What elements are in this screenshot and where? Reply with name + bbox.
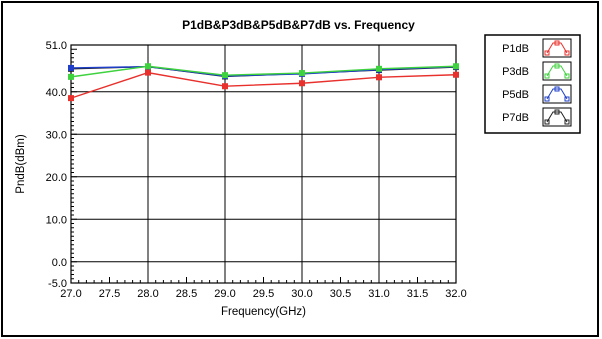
x-tick-label: 30.0 (291, 288, 312, 300)
data-point-p3db (68, 73, 74, 80)
data-point-p1db (453, 71, 459, 78)
data-point-p1db (145, 69, 151, 76)
data-point-p1db (299, 80, 305, 87)
legend-swatch-marker-p5db (564, 96, 570, 102)
legend-swatch-marker-p7db (564, 119, 570, 125)
data-point-p3db (145, 63, 151, 70)
y-tick-label: 40.0 (46, 87, 67, 99)
x-tick-label: 29.5 (253, 288, 274, 300)
legend: P1dB P3dB P5dB P7dB (484, 34, 581, 134)
x-tick-label: 27.0 (60, 288, 81, 300)
x-tick-label: 32.0 (445, 288, 466, 300)
axis-ticks (70, 44, 457, 284)
y-tick-label: 30.0 (46, 129, 67, 141)
x-tick-label: 27.5 (99, 288, 120, 300)
legend-swatch-marker-p7db (544, 119, 550, 125)
x-tick-label: 28.0 (137, 288, 158, 300)
legend-swatch-line-p1db (546, 42, 568, 54)
data-point-p3db (222, 72, 228, 79)
legend-swatch-p5db (542, 84, 572, 104)
legend-swatch-marker-p1db (544, 50, 550, 56)
series-line-p3db (70, 65, 457, 78)
series-line-p1db (70, 71, 457, 99)
legend-swatch-marker-p5db (554, 86, 560, 92)
legend-swatch-marker-p3db (544, 73, 550, 79)
x-tick-label: 30.5 (330, 288, 351, 300)
legend-swatch-p7db (542, 107, 572, 127)
legend-label-p5db: P5dB (502, 89, 529, 101)
data-point-p1db (376, 74, 382, 81)
legend-swatch-line-p3db (546, 65, 568, 77)
legend-label-p3db: P3dB (502, 66, 529, 78)
x-tick-label: 28.5 (176, 288, 197, 300)
y-tick-label: -5.0 (48, 278, 67, 290)
data-point-p3db (299, 70, 305, 77)
data-point-p1db (222, 83, 228, 90)
series-line-p5db (70, 65, 457, 77)
x-tick-label: 29.0 (214, 288, 235, 300)
y-axis-label: PndB(dBm) (15, 134, 27, 194)
chart-title: P1dB&P3dB&P5dB&P7dB vs. Frequency (182, 18, 415, 32)
y-tick-label: 20.0 (46, 172, 67, 184)
y-tick-label: 0.0 (52, 257, 67, 269)
legend-swatch-marker-p7db (554, 109, 560, 115)
legend-swatch-marker-p3db (564, 73, 570, 79)
legend-swatch-p3db (542, 61, 572, 81)
x-tick-label: 31.5 (407, 288, 428, 300)
data-point-p5db (68, 64, 74, 71)
x-tick-label: 31.0 (368, 288, 389, 300)
plot-area (71, 45, 456, 283)
y-tick-label: 10.0 (46, 214, 67, 226)
y-tick-label: 51.0 (46, 40, 67, 52)
legend-swatch-line-p7db (546, 111, 568, 123)
data-point-p3db (376, 65, 382, 72)
series-group (68, 63, 459, 102)
x-axis-label: Frequency(GHz) (221, 306, 306, 318)
legend-label-p7db: P7dB (502, 112, 529, 124)
legend-label-p1db: P1dB (502, 43, 529, 55)
legend-swatch-marker-p1db (564, 50, 570, 56)
legend-swatch-line-p5db (546, 88, 568, 100)
legend-swatch-marker-p1db (554, 40, 560, 46)
legend-swatch-p1db (542, 38, 572, 58)
legend-swatch-marker-p3db (554, 63, 560, 69)
data-point-p3db (453, 63, 459, 70)
legend-swatch-marker-p5db (544, 96, 550, 102)
data-point-p1db (68, 95, 74, 102)
